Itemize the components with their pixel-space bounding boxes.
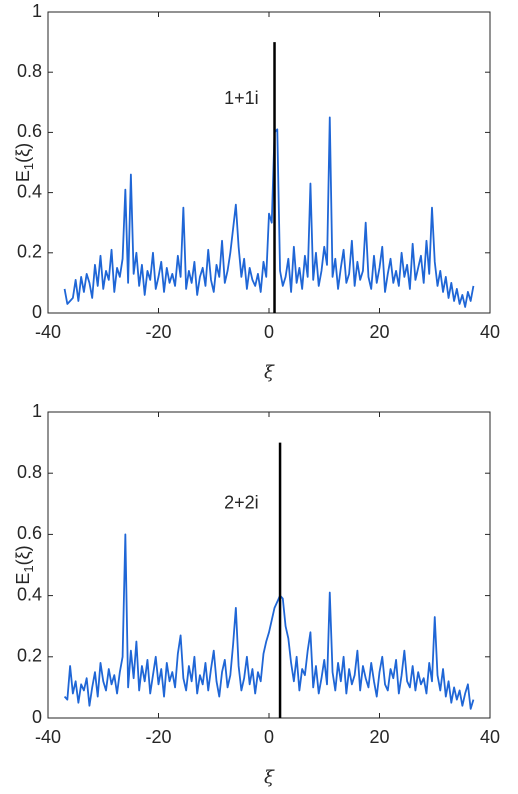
x-tick-label: -20 — [145, 727, 171, 747]
x-tick-label: 0 — [264, 322, 274, 342]
y-axis-label-part: (ξ) — [13, 545, 33, 565]
x-tick-label: 40 — [480, 727, 500, 747]
y-tick-label: 1 — [32, 1, 42, 21]
data-line — [63, 116, 475, 308]
x-tick-label: 20 — [369, 322, 389, 342]
y-axis-label-sub: 1 — [21, 163, 36, 170]
annotation: 1+1i — [224, 88, 259, 108]
y-axis-label-part: E — [13, 170, 33, 182]
y-tick-label: 0.4 — [17, 584, 42, 604]
x-tick-label: -40 — [35, 727, 61, 747]
y-axis-label-part: E — [13, 573, 33, 585]
y-tick-label: 0.8 — [17, 462, 42, 482]
y-axis-label-part: (ξ) — [13, 143, 33, 163]
x-tick-label: -20 — [145, 322, 171, 342]
y-tick-label: 0.2 — [17, 242, 42, 262]
y-tick-label: 0.2 — [17, 646, 42, 666]
data-line — [63, 533, 475, 710]
y-axis-label: E1(ξ) — [13, 143, 37, 182]
axes-frame — [47, 411, 491, 719]
y-tick-label: 0.4 — [17, 181, 42, 201]
y-tick-label: 0.6 — [17, 523, 42, 543]
axes-frame — [47, 11, 491, 314]
y-tick-label: 1 — [32, 401, 42, 421]
annotation: 2+2i — [224, 493, 259, 513]
x-axis-label: ξ — [264, 767, 275, 788]
x-tick-label: 0 — [264, 727, 274, 747]
x-tick-label: -40 — [35, 322, 61, 342]
x-tick-label: 40 — [480, 322, 500, 342]
y-axis-label-sub: 1 — [21, 565, 36, 572]
x-axis-label: ξ — [264, 362, 275, 383]
y-tick-label: 0.6 — [17, 121, 42, 141]
y-tick-label: 0.8 — [17, 61, 42, 81]
y-tick-label: 0 — [32, 707, 42, 727]
x-tick-label: 20 — [369, 727, 389, 747]
y-tick-label: 0 — [32, 302, 42, 322]
y-axis-label: E1(ξ) — [13, 545, 37, 584]
